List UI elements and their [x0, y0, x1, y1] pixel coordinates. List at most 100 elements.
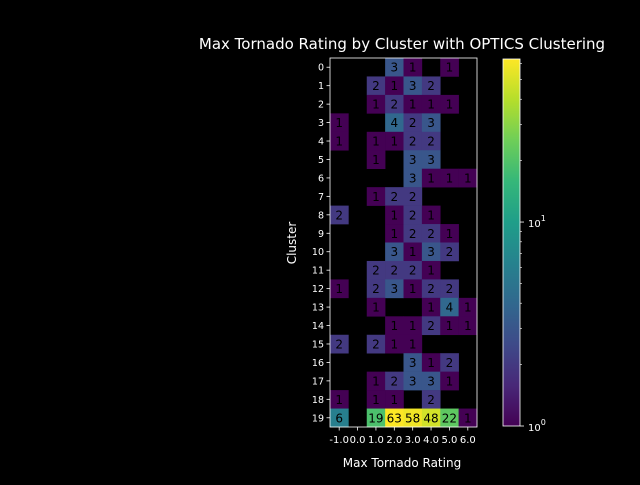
- cell-value-label: 1: [427, 264, 435, 278]
- colorbar-scale: [502, 58, 521, 427]
- y-tick-label: 10: [312, 247, 324, 258]
- cell-value-label: 2: [390, 98, 398, 112]
- cell-value-label: 1: [464, 411, 472, 425]
- cell-value-label: 1: [409, 282, 417, 296]
- heatmap-cell: [403, 94, 423, 114]
- heatmap-cell: [330, 113, 349, 133]
- y-tick-label: 19: [312, 413, 324, 424]
- heatmap-cell: [366, 408, 386, 428]
- cell-value-label: 2: [409, 208, 417, 222]
- heatmap-cell: [421, 205, 441, 225]
- cell-value-label: 3: [409, 79, 417, 93]
- heatmap-cell-labels: 3 1 12 1 3 21 2 1 1 11 4 2 31 1 1 2 21 3 33 1 1 11 2 22 1 2 11 2 2 13…: [335, 61, 471, 426]
- heatmap-cell: [366, 131, 386, 151]
- cell-value-label: 1: [372, 98, 380, 112]
- heatmap-cell: [421, 390, 441, 409]
- heatmap-cell: [366, 187, 386, 206]
- heatmap-cell: [403, 113, 423, 133]
- heatmap-cell: [385, 76, 404, 96]
- y-tick-label: 11: [312, 266, 324, 277]
- cell-value-label: 4: [446, 301, 454, 315]
- y-tick-label: 0: [318, 63, 324, 74]
- heatmap-cell: [421, 168, 441, 188]
- cell-value-label: 3: [390, 61, 398, 75]
- y-tick-label: 17: [312, 376, 324, 387]
- x-axis-label: Max Tornado Rating: [343, 456, 461, 470]
- cell-value-label: 1: [446, 171, 454, 185]
- cell-value-label: 1: [390, 337, 398, 351]
- x-tick-label: 2.0: [386, 435, 402, 446]
- heatmap-cell: [330, 131, 349, 151]
- y-tick-label: 7: [318, 192, 324, 203]
- x-tick-label: 0.0: [350, 435, 366, 446]
- cell-value-label: 1: [390, 135, 398, 149]
- heatmap-cell: [385, 242, 404, 262]
- cell-value-label: 1: [446, 319, 454, 333]
- heatmap-cell: [385, 94, 404, 114]
- y-tick-label: 14: [312, 321, 324, 332]
- heatmap-cell: [403, 353, 423, 372]
- colorbar-tick-label: 100: [528, 418, 546, 434]
- cell-value-label: 2: [427, 282, 435, 296]
- heatmap-cell: [440, 353, 459, 372]
- cell-value-label: 1: [446, 227, 454, 241]
- cell-value-label: 2: [409, 264, 417, 278]
- cell-value-label: 2: [427, 393, 435, 407]
- chart-title: Max Tornado Rating by Cluster with OPTIC…: [199, 35, 605, 53]
- cell-value-label: 3: [409, 374, 417, 388]
- heatmap-cell: [421, 408, 441, 428]
- heatmap-cell: [385, 334, 404, 354]
- cell-value-label: 1: [335, 135, 343, 149]
- heatmap-cell: [385, 205, 404, 225]
- heatmap-cell: [403, 131, 423, 151]
- heatmap-cell: [440, 371, 459, 391]
- cell-value-label: 3: [409, 356, 417, 370]
- heatmap-cell: [458, 168, 478, 188]
- heatmap-cell: [385, 279, 404, 299]
- y-axis-label: Cluster: [285, 222, 299, 265]
- heatmap-cell: [330, 408, 349, 428]
- cell-value-label: 1: [409, 61, 417, 75]
- cell-value-label: 3: [390, 245, 398, 259]
- cell-value-label: 2: [409, 135, 417, 149]
- heatmap-cell: [403, 408, 423, 428]
- heatmap-cell: [421, 94, 441, 114]
- colorbar: 100 101: [502, 58, 546, 434]
- heatmap-cell: [421, 353, 441, 372]
- heatmap-cell: [421, 279, 441, 299]
- heatmap-cell: [385, 224, 404, 243]
- y-tick-label: 3: [318, 118, 324, 129]
- cell-value-label: 2: [427, 319, 435, 333]
- cell-value-label: 2: [427, 227, 435, 241]
- cell-value-label: 1: [427, 301, 435, 315]
- cell-value-label: 2: [372, 264, 380, 278]
- heatmap-cell: [385, 316, 404, 336]
- heatmap-cell: [421, 242, 441, 262]
- cell-value-label: 2: [372, 79, 380, 93]
- heatmap-cell: [421, 316, 441, 336]
- cell-value-label: 3: [427, 116, 435, 130]
- heatmap-cell: [440, 297, 459, 317]
- cell-value-label: 1: [446, 374, 454, 388]
- heatmap-cell: [330, 205, 349, 225]
- cell-value-label: 3: [390, 282, 398, 296]
- heatmap-cell: [385, 187, 404, 206]
- heatmap-cell: [440, 224, 459, 243]
- heatmap-cell: [366, 334, 386, 354]
- y-tick-label: 15: [312, 339, 324, 350]
- y-tick-label: 1: [318, 81, 324, 92]
- cell-value-label: 1: [372, 153, 380, 167]
- cell-value-label: 1: [427, 356, 435, 370]
- cell-value-label: 1: [372, 135, 380, 149]
- cell-value-label: 3: [409, 171, 417, 185]
- x-tick-label: 3.0: [405, 435, 421, 446]
- heatmap-cell: [403, 76, 423, 96]
- heatmap-cell: [421, 297, 441, 317]
- cell-value-label: 2: [372, 282, 380, 296]
- heatmap-cell: [366, 390, 386, 409]
- cell-value-label: 2: [409, 116, 417, 130]
- plot-frame: [329, 57, 478, 428]
- cell-value-label: 1: [427, 98, 435, 112]
- cell-value-label: 1: [390, 319, 398, 333]
